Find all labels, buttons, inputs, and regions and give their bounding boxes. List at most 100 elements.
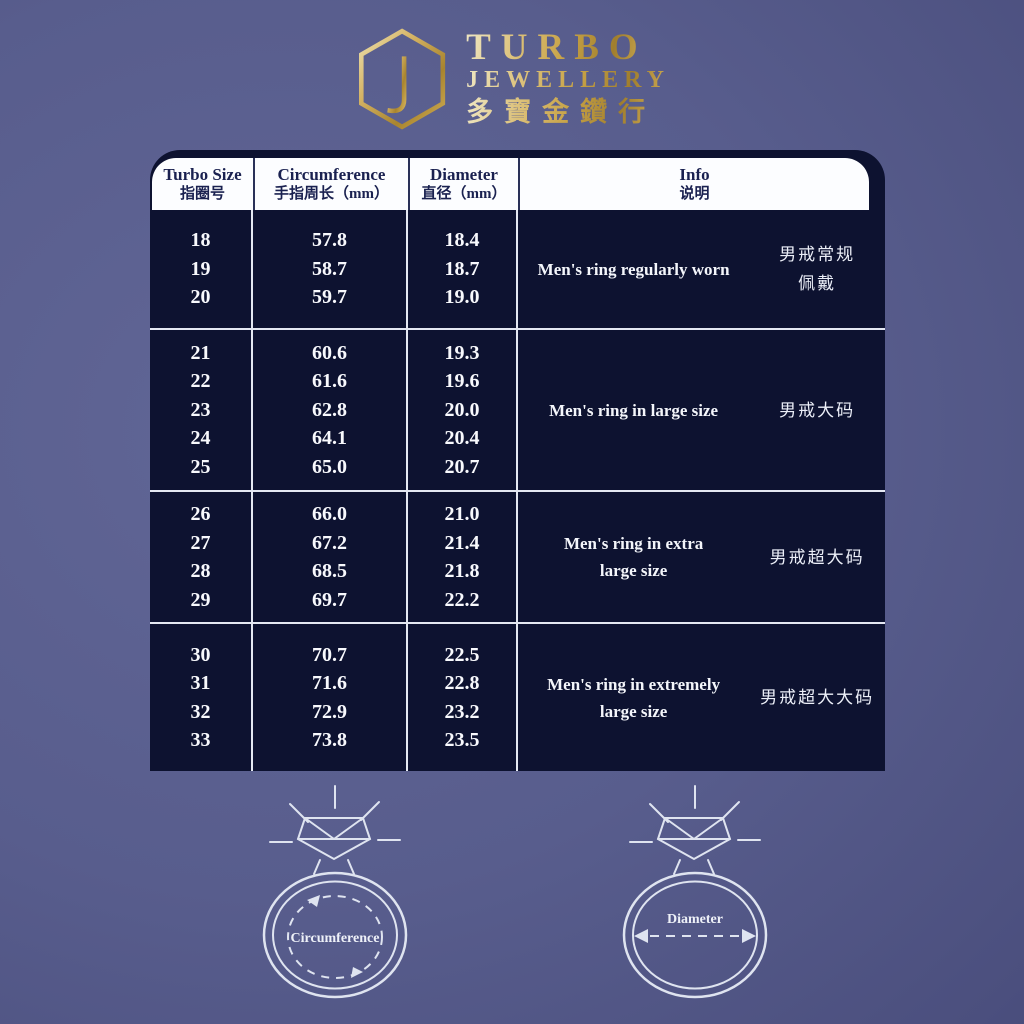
header-info-en: Info <box>679 164 710 184</box>
sizes-cell-section2: 21 22 23 24 25 <box>150 328 253 490</box>
circumference-value: 64.1 <box>312 427 347 450</box>
info-english: Men's ring in extra large size <box>518 530 749 584</box>
header-info-zh: 说明 <box>679 185 710 202</box>
brand-wordmark: TURBO JEWELLERY 多寶金鑽行 <box>466 29 670 129</box>
diameter-value: 23.2 <box>444 700 480 723</box>
diameter-value: 18.4 <box>444 229 480 252</box>
info-english: Men's ring regularly worn <box>518 256 749 283</box>
sizes-cell-section3: 26 27 28 29 <box>150 490 253 622</box>
circumference-value: 72.9 <box>312 700 347 723</box>
info-english-line: large size <box>599 701 668 721</box>
info-chinese: 男戒超大码 <box>749 543 885 572</box>
circumference-cell-section1: 57.8 58.7 59.7 <box>253 210 408 328</box>
sizes-cell-section1: 18 19 20 <box>150 210 253 328</box>
diameter-value: 20.0 <box>444 398 480 421</box>
info-cell-section1: Men's ring regularly worn 男戒常规 佩戴 <box>518 210 885 328</box>
circumference-value: 71.6 <box>312 672 347 694</box>
size-value: 26 <box>190 503 211 525</box>
info-english: Men's ring in large size <box>518 397 749 424</box>
size-value: 19 <box>190 257 211 280</box>
diameter-cell-section3: 21.0 21.4 21.8 22.2 <box>408 490 518 622</box>
ring-size-table: Turbo Size 指圈号 Circumference 手指周长（mm） Di… <box>150 150 885 771</box>
size-value: 25 <box>190 455 211 478</box>
circumference-value: 60.6 <box>312 341 347 364</box>
header-info: Info 说明 <box>518 158 869 210</box>
circumference-value: 67.2 <box>312 531 347 554</box>
info-chinese-line: 男戒超大大码 <box>760 688 875 707</box>
size-value: 32 <box>190 700 211 723</box>
circumference-value: 62.8 <box>312 398 347 421</box>
size-value: 23 <box>190 398 211 421</box>
header-circumference-zh: 手指周长（mm） <box>274 185 389 202</box>
info-chinese: 男戒超大大码 <box>749 683 885 712</box>
header-circumference: Circumference 手指周长（mm） <box>253 158 408 210</box>
circumference-value: 73.8 <box>312 729 347 751</box>
info-english-line: Men's ring regularly worn <box>537 259 730 279</box>
table-header-row: Turbo Size 指圈号 Circumference 手指周长（mm） Di… <box>152 158 869 210</box>
info-english: Men's ring in extremely large size <box>518 671 749 725</box>
brand-name: TURBO <box>466 27 648 68</box>
header-diameter-en: Diameter <box>430 164 498 184</box>
info-english-line: Men's ring in large size <box>549 400 719 420</box>
diameter-value: 19.6 <box>444 370 480 393</box>
circumference-label: Circumference <box>291 931 380 946</box>
circumference-value: 68.5 <box>312 560 347 582</box>
sizes-cell-section4: 30 31 32 33 <box>150 622 253 771</box>
circumference-value: 65.0 <box>312 455 347 478</box>
info-cell-section3: Men's ring in extra large size 男戒超大码 <box>518 490 885 622</box>
diameter-value: 20.7 <box>444 455 480 478</box>
info-chinese: 男戒常规 佩戴 <box>749 240 885 298</box>
diameter-value: 21.0 <box>444 503 480 525</box>
circumference-value: 70.7 <box>312 643 347 666</box>
diameter-value: 21.8 <box>444 560 480 582</box>
info-chinese-line: 男戒超大码 <box>769 547 865 567</box>
diameter-value: 20.4 <box>444 427 480 450</box>
size-value: 28 <box>190 560 211 582</box>
info-chinese: 男戒大码 <box>749 396 885 425</box>
tj-hexagon-logo-icon <box>359 28 446 130</box>
size-value: 31 <box>190 672 211 694</box>
info-english-line: large size <box>599 561 668 580</box>
diameter-ring-diagram-icon: Diameter <box>622 785 768 999</box>
header-turbo-size: Turbo Size 指圈号 <box>152 158 253 210</box>
info-english-line: Men's ring in extremely <box>547 674 721 694</box>
diameter-value: 22.2 <box>444 588 480 611</box>
diameter-value: 19.0 <box>444 286 480 309</box>
circumference-cell-section3: 66.0 67.2 68.5 69.7 <box>253 490 408 622</box>
size-value: 22 <box>190 370 211 393</box>
size-value: 29 <box>190 588 211 611</box>
info-english-line: Men's ring in extra <box>563 534 704 553</box>
circumference-value: 59.7 <box>312 286 347 309</box>
diameter-value: 22.8 <box>444 672 480 694</box>
circumference-value: 58.7 <box>312 257 347 280</box>
size-value: 21 <box>190 341 211 364</box>
diameter-label: Diameter <box>667 912 723 927</box>
brand-logo: TURBO JEWELLERY 多寶金鑽行 <box>354 26 670 132</box>
info-chinese-line: 男戒大码 <box>779 400 856 420</box>
size-value: 24 <box>190 427 211 450</box>
size-value: 33 <box>190 729 211 751</box>
info-chinese-line: 男戒常规 <box>779 245 856 264</box>
diameter-value: 21.4 <box>444 531 480 554</box>
header-diameter: Diameter 直径（mm） <box>408 158 518 210</box>
brand-name-line2: JEWELLERY <box>466 67 670 93</box>
header-turbo-size-zh: 指圈号 <box>179 185 225 202</box>
diameter-value: 23.5 <box>444 729 480 751</box>
header-diameter-zh: 直径（mm） <box>421 185 507 202</box>
diameter-cell-section2: 19.3 19.6 20.0 20.4 20.7 <box>408 328 518 490</box>
circumference-value: 61.6 <box>312 370 347 393</box>
diameter-cell-section1: 18.4 18.7 19.0 <box>408 210 518 328</box>
size-value: 20 <box>190 286 211 309</box>
circumference-cell-section2: 60.6 61.6 62.8 64.1 65.0 <box>253 328 408 490</box>
size-value: 27 <box>190 531 211 554</box>
info-cell-section2: Men's ring in large size 男戒大码 <box>518 328 885 490</box>
diameter-value: 22.5 <box>444 643 480 666</box>
diameter-value: 19.3 <box>444 341 480 364</box>
size-value: 18 <box>190 229 211 252</box>
circumference-value: 69.7 <box>312 588 347 611</box>
circumference-value: 66.0 <box>312 503 347 525</box>
table-body: 18 19 20 57.8 58.7 59.7 18.4 18.7 19.0 M… <box>150 210 885 771</box>
info-cell-section4: Men's ring in extremely large size 男戒超大大… <box>518 622 885 771</box>
size-value: 30 <box>190 643 211 666</box>
